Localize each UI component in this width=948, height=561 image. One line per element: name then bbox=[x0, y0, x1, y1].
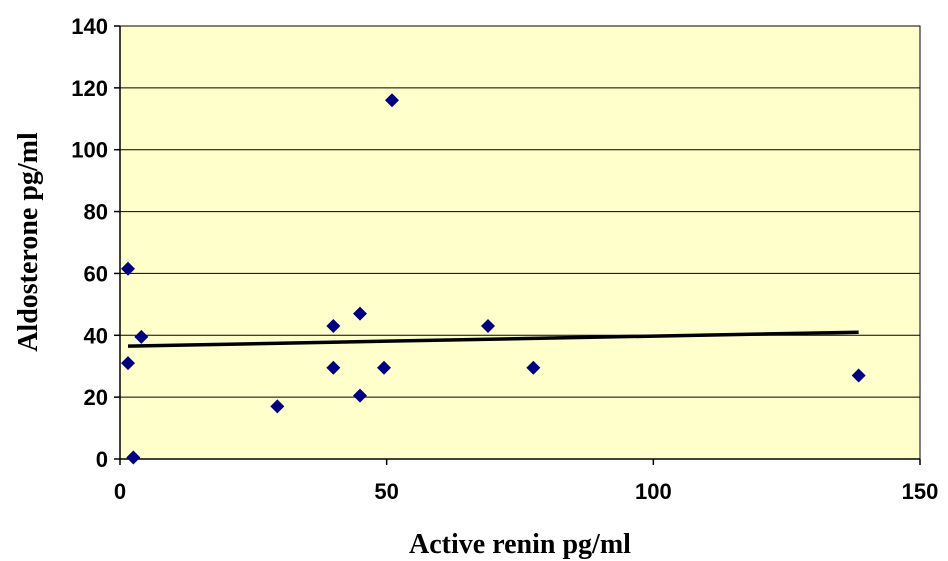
x-tick-label-150: 150 bbox=[902, 479, 939, 504]
trendline-layer bbox=[127, 330, 859, 348]
plot-area bbox=[119, 25, 921, 460]
y-tick-label-100: 100 bbox=[71, 138, 108, 163]
x-axis-title: Active renin pg/ml bbox=[409, 529, 631, 560]
y-axis-title: Aldosterone pg/ml bbox=[13, 132, 44, 352]
x-tick-label-50: 50 bbox=[374, 479, 398, 504]
trendline bbox=[127, 330, 859, 348]
x-tick-label-100: 100 bbox=[635, 479, 672, 504]
data-point-1 bbox=[121, 261, 135, 276]
data-point-12 bbox=[481, 319, 495, 334]
data-point-2 bbox=[121, 356, 135, 371]
axes bbox=[114, 25, 921, 465]
y-tick-label-20: 20 bbox=[84, 385, 108, 410]
data-point-4 bbox=[134, 329, 149, 344]
data-point-7 bbox=[326, 360, 341, 375]
data-point-8 bbox=[353, 306, 367, 321]
data-point-14 bbox=[851, 368, 866, 383]
data-point-13 bbox=[526, 360, 541, 375]
data-point-10 bbox=[377, 360, 391, 375]
data-point-3 bbox=[126, 450, 141, 465]
y-tick-label-120: 120 bbox=[71, 76, 108, 101]
y-tick-label-140: 140 bbox=[71, 14, 108, 39]
data-point-5 bbox=[270, 399, 285, 414]
data-points bbox=[121, 93, 866, 465]
y-tick-label-40: 40 bbox=[84, 323, 108, 348]
y-tick-label-0: 0 bbox=[96, 447, 108, 472]
data-point-9 bbox=[353, 388, 367, 403]
y-tick-label-60: 60 bbox=[84, 261, 108, 286]
tick-labels: 0 20 40 60 80 100 120 140 0 50 100 150 bbox=[71, 14, 938, 504]
y-tick-label-80: 80 bbox=[84, 200, 108, 225]
data-point-6 bbox=[326, 319, 341, 334]
data-point-11 bbox=[385, 93, 399, 108]
x-tick-label-0: 0 bbox=[114, 479, 126, 504]
grid-lines bbox=[120, 25, 920, 398]
